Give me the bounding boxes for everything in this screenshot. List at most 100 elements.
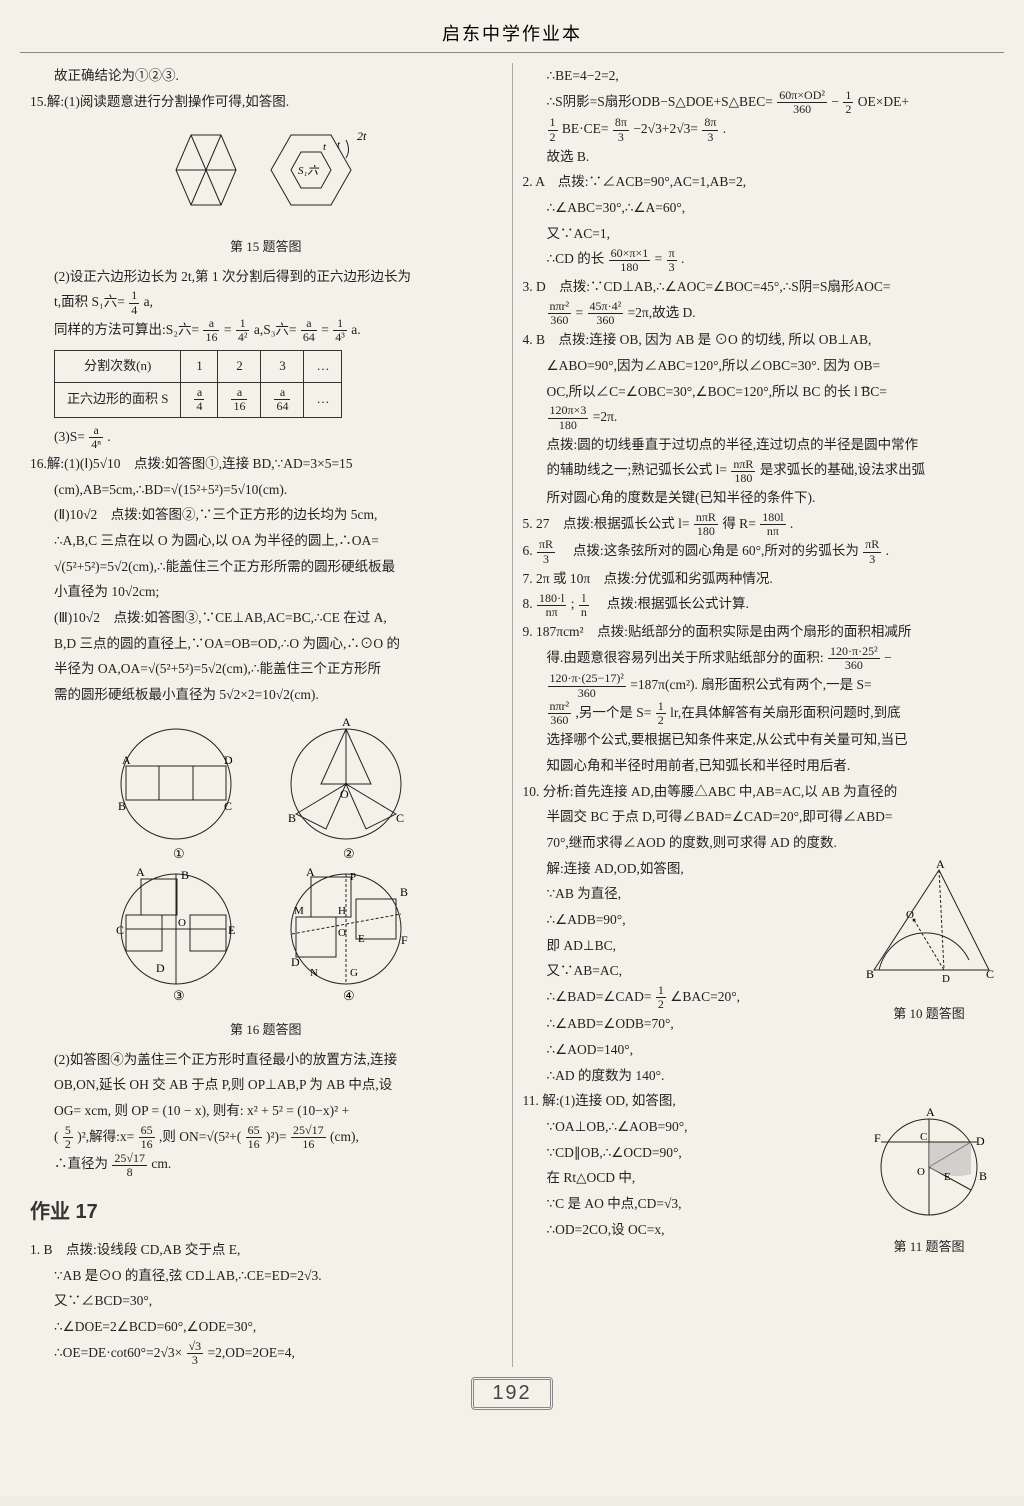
svg-text:G: G [350,967,358,979]
svg-text:B: B [181,868,189,882]
text: 需的圆形硬纸板最小直径为 5√2×2=10√2(cm). [30,682,502,708]
table-header: 3 [261,351,304,383]
figure-11: A F C D O E B 第 11 题答图 [864,1092,994,1263]
text: 点拨:圆的切线垂直于过切点的半径,连过切点的半径是圆中常作 [523,432,995,458]
svg-text:t: t [337,139,341,151]
text: 8. 180·lnπ ; ln 点拨:根据弧长公式计算. [523,591,995,619]
text: ∴A,B,C 三点在以 O 为圆心,以 OA 为半径的圆上,∴OA= [30,528,502,554]
fraction: 14 [129,289,139,316]
svg-text:D: D [224,753,233,767]
text: 知圆心角和半径时用前者,已知弧长和半径时用后者. [523,753,995,779]
svg-text:F: F [874,1131,881,1145]
svg-text:2t: 2t [357,129,367,143]
text: 7. 2π 或 10π 点拨:分优弧和劣弧两种情况. [523,566,995,592]
text: 故正确结论为①②③. [30,63,502,89]
svg-text:O: O [338,927,346,939]
svg-text:B: B [400,885,408,899]
split-table: 分割次数(n) 1 2 3 … 正六边形的面积 S a4 a16 a64 … [54,350,342,417]
svg-text:②: ② [343,846,355,861]
text: 故选 B. [523,144,995,170]
svg-text:①: ① [173,846,185,861]
page-number: 192 [471,1377,552,1410]
svg-text:D: D [291,955,300,969]
page-number-box: 192 [20,1377,1004,1410]
table-header: 分割次数(n) [55,351,181,383]
text: 1. B 点拨:设线段 CD,AB 交于点 E, [30,1237,502,1263]
text: ( 52 )²,解得:x= 6516 ,则 ON=√(5²+( 6516 )²)… [30,1124,502,1152]
text: ∴直径为 25√178 cm. [30,1151,502,1179]
left-column: 故正确结论为①②③. 15.解:(1)阅读题意进行分割操作可得,如答图. S₁六 [20,63,513,1367]
text: ∴∠ABC=30°,∴∠A=60°, [523,195,995,221]
text: OC,所以∠C=∠OBC=30°,∠BOC=120°,所以 BC 的长 l ͡B… [523,379,995,405]
svg-text:A: A [936,860,945,871]
svg-text:A: A [136,865,145,879]
figure-10-label: 第 10 题答图 [864,1002,994,1027]
text: 同样的方法可算出:S₂六= a16 = 14² a,S₃六= a64 = 14³… [30,317,502,345]
text: 12 BE·CE= 8π3 −2√3+2√3= 8π3 . [523,116,995,144]
svg-text:F: F [401,933,408,947]
two-column-layout: 故正确结论为①②③. 15.解:(1)阅读题意进行分割操作可得,如答图. S₁六 [20,63,1004,1367]
text: ∴AD 的度数为 140°. [523,1063,995,1089]
table-cell: a4 [181,383,218,417]
page: 启东中学作业本 故正确结论为①②③. 15.解:(1)阅读题意进行分割操作可得,… [0,0,1024,1496]
figure-15: S₁六 t t 2t [30,120,502,229]
text: ∵AB 是⊙O 的直径,弦 CD⊥AB,∴CE=ED=2√3. [30,1263,502,1289]
svg-text:H: H [338,905,346,917]
svg-text:A: A [306,865,315,879]
text: 5. 27 点拨:根据弧长公式 l= nπR180 得 R= 180lnπ . [523,511,995,539]
text: 半圆交 BC 于点 D,可得∠BAD=∠CAD=20°,即可得∠ABD= [523,804,995,830]
svg-text:D: D [156,961,165,975]
svg-text:A: A [926,1105,935,1119]
figure-10: A B C D O 第 10 题答图 [864,860,994,1031]
text: 120·π·(25−17)²360 =187π(cm²). 扇形面积公式有两个,… [523,672,995,700]
table-row: 分割次数(n) 1 2 3 … [55,351,342,383]
svg-text:D: D [942,973,950,985]
text: (2)如答图④为盖住三个正方形时直径最小的放置方法,连接 [30,1047,502,1073]
svg-text:S₁六: S₁六 [298,164,319,177]
svg-text:M: M [294,905,304,917]
svg-text:B: B [118,799,126,813]
text: B,D 三点的圆的直径上,∵OA=OB=OD,∴O 为圆心,∴⊙O 的 [30,631,502,657]
text: 的辅助线之一;熟记弧长公式 l= nπR180 是求弧长的基础,设法求出弧 [523,457,995,485]
svg-text:③: ③ [173,988,185,1003]
svg-text:B: B [288,811,296,825]
text: OG= xcm, 则 OP = (10 − x), 则有: x² + 5² = … [30,1098,502,1124]
text: t,面积 S₁六= [54,294,125,309]
table-cell: … [304,383,342,417]
figure-16: A D B C ① A B C O ② [30,714,502,1013]
figure-16-label: 第 16 题答图 [30,1018,502,1043]
table-cell: 正六边形的面积 S [55,383,181,417]
text: (3)S= a4ⁿ . [30,424,502,452]
text: 又∵AC=1, [523,221,995,247]
text: 选择哪个公式,要根据已知条件来定,从公式中有关量可知,当已 [523,727,995,753]
table-cell: a16 [218,383,261,417]
text: ∴OE=DE·cot60°=2√3× √33 =2,OD=2OE=4, [30,1340,502,1368]
text: ∴∠DOE=2∠BCD=60°,∠ODE=30°, [30,1314,502,1340]
figure-11-label: 第 11 题答图 [864,1235,994,1260]
text: ∴CD 的长 60×π×1180 = π3 . [523,246,995,274]
text: nπr²360 = 45π·4²360 =2π,故选 D. [523,300,995,328]
svg-text:N: N [310,967,318,979]
text: 10. 分析:首先连接 AD,由等腰△ABC 中,AB=AC,以 AB 为直径的 [523,779,995,805]
svg-text:C: C [116,923,124,937]
svg-text:O: O [917,1166,925,1178]
svg-text:D: D [976,1134,985,1148]
text: 又∵∠BCD=30°, [30,1288,502,1314]
svg-text:O: O [340,787,349,801]
text: OB,ON,延长 OH 交 AB 于点 P,则 OP⊥AB,P 为 AB 中点,… [30,1072,502,1098]
svg-text:B: B [979,1169,987,1183]
text: ∠ABO=90°,因为∠ABC=120°,所以∠OBC=30°. 因为 OB= [523,353,995,379]
text: (cm),AB=5cm,∴BD=√(15²+5²)=5√10(cm). [30,477,502,503]
text: √(5²+5²)=5√2(cm),∴能盖住三个正方形所需的圆形硬纸板最 [30,554,502,580]
text: 半径为 OA,OA=√(5²+5²)=5√2(cm),∴能盖住三个正方形所 [30,656,502,682]
svg-text:B: B [866,967,874,981]
table-header: … [304,351,342,383]
text: (Ⅱ)10√2 点拨:如答图②,∵三个正方形的边长均为 5cm, [30,502,502,528]
svg-text:A: A [342,715,351,729]
table-header: 2 [218,351,261,383]
homework-17-heading: 作业 17 [30,1193,502,1231]
text: ∴∠AOD=140°, [523,1037,995,1063]
text: 小直径为 10√2cm; [30,579,502,605]
text: 16.解:(1)(Ⅰ)5√10 点拨:如答图①,连接 BD,∵AD=3×5=15 [30,451,502,477]
text: (2)设正六边形边长为 2t,第 1 次分割后得到的正六边形边长为 [30,264,502,290]
